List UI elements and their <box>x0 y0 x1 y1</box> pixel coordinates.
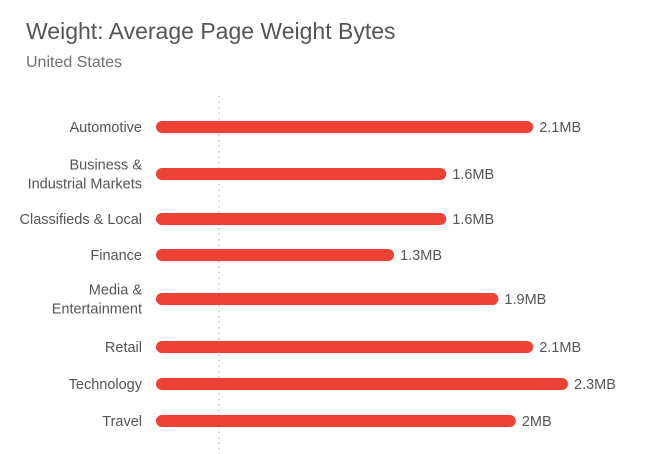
bar-value-label: 2.1MB <box>539 120 581 136</box>
bar-value-label: 1.6MB <box>452 212 494 228</box>
category-label: Classifieds & Local <box>20 212 143 228</box>
category-label: Finance <box>90 248 142 264</box>
category-label: Retail <box>105 340 142 356</box>
bar-value-label: 2.1MB <box>539 340 581 356</box>
category-label: Media & <box>89 283 143 299</box>
category-label: Technology <box>69 377 143 393</box>
bar-value-label: 1.3MB <box>400 248 442 264</box>
bar-value-label: 2.3MB <box>574 377 616 393</box>
bar-value-label: 1.6MB <box>452 167 494 183</box>
category-label: Industrial Markets <box>28 177 142 193</box>
category-label: Automotive <box>69 120 142 136</box>
category-label: Entertainment <box>52 302 142 318</box>
bar-value-label: 1.9MB <box>504 292 546 308</box>
category-label: Business & <box>69 158 142 174</box>
chart-subtitle: United States <box>26 54 123 71</box>
chart-title: Weight: Average Page Weight Bytes <box>26 18 396 44</box>
category-label: Travel <box>102 414 142 430</box>
bar-value-label: 2MB <box>522 414 552 430</box>
